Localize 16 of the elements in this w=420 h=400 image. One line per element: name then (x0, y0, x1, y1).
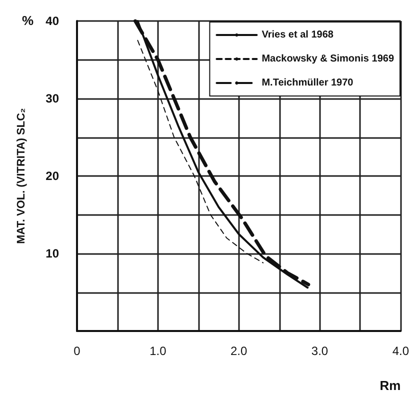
y-tick-label: 20 (46, 169, 60, 183)
x-axis-title: Rm (380, 378, 401, 393)
x-tick-label: 2.0 (230, 344, 248, 358)
x-tick-label: 3.0 (311, 344, 328, 358)
y-tick-label: 30 (46, 92, 60, 106)
y-tick-label: 40 (46, 14, 60, 28)
y-tick-label: 10 (46, 246, 60, 260)
y-axis-title: MAT. VOL. (VITRITA) SLC₂ (16, 108, 28, 244)
legend-label: M.Teichmüller 1970 (262, 78, 354, 88)
legend-label: Vries et al 1968 (262, 30, 334, 40)
x-tick-label: 1.0 (150, 344, 167, 358)
line-series (137, 40, 264, 264)
text: % (22, 13, 34, 28)
x-tick-label: 4.0 (392, 344, 410, 358)
legend-label: Mackowsky & Simonis 1969 (262, 54, 394, 64)
x-tick-label: 0 (74, 344, 81, 358)
